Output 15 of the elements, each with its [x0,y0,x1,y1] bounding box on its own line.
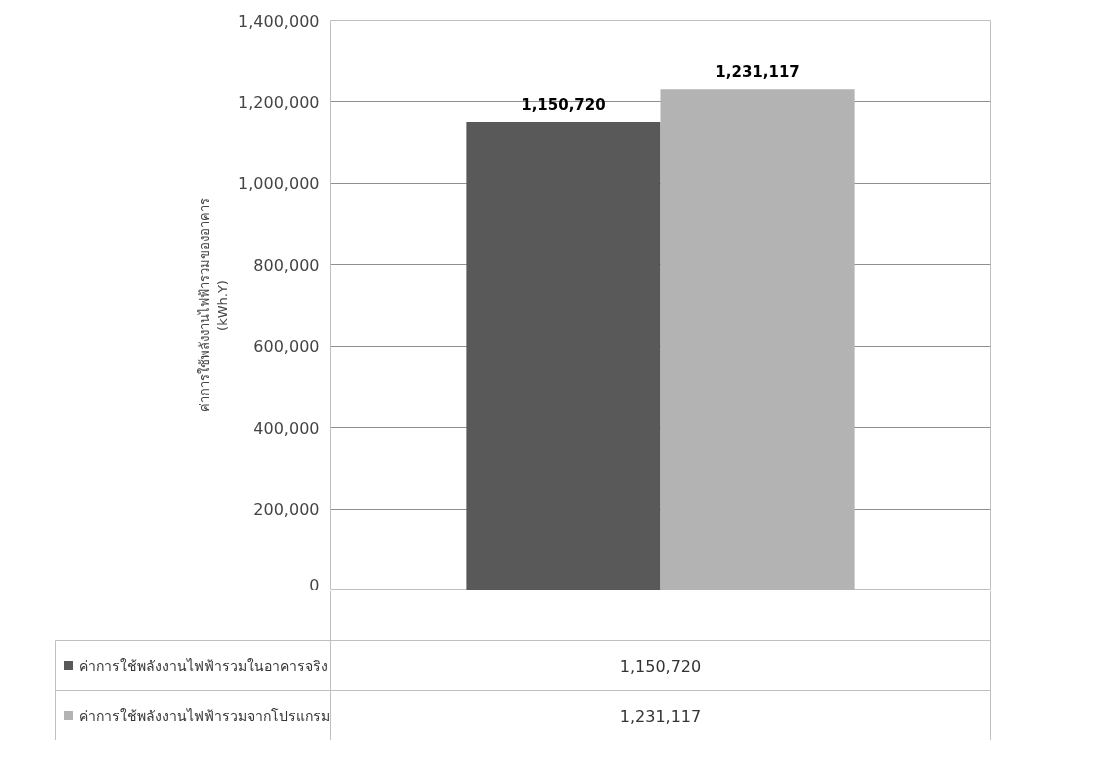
text: 1,231,117 [619,706,702,726]
legend-label: ค่าการใช้พลังงานไฟฟ้ารวมในอาคารจริง [78,657,328,674]
legend-label: ค่าการใช้พลังงานไฟฟ้ารวมจากโปรแกรม [78,707,330,724]
data-label: 1,150,720 [521,95,606,114]
data-label: 1,231,117 [715,63,800,82]
y-tick-label: 0 [309,575,320,595]
y-tick-label: 1,000,000 [238,174,320,194]
y-tick-label: 1,400,000 [238,11,320,31]
y-tick-label: 400,000 [253,418,320,438]
text: 1,150,720 [619,656,702,676]
y-tick-label: 200,000 [253,500,320,520]
y-tick-label: 600,000 [253,337,320,357]
y-axis-title: ค่าการใช้พลังงานไฟฟ้ารวมของอาคาร (kWh.Y) [197,198,231,413]
y-tick-label: 800,000 [253,255,320,275]
y-tick-label: 1,200,000 [238,92,320,112]
